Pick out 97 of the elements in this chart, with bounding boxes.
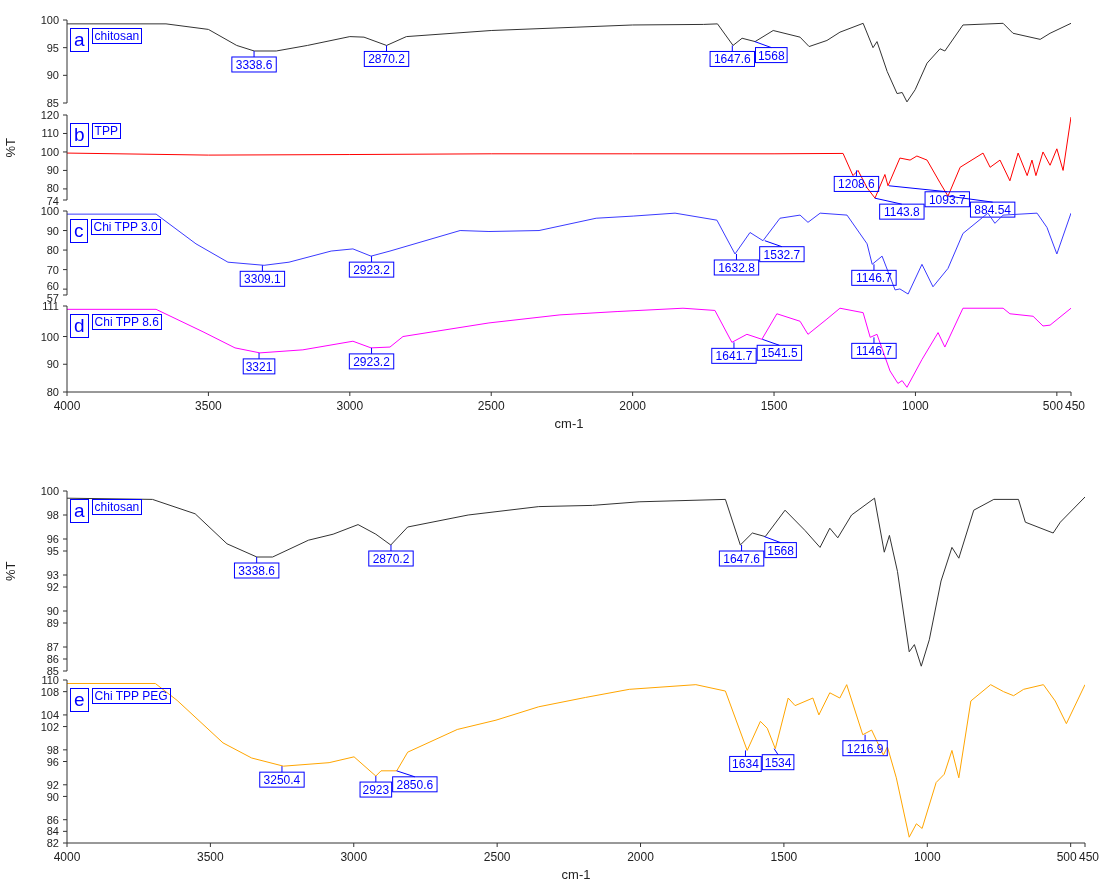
x-tick-label: 3000 <box>336 399 364 413</box>
annotation: 1647.6 <box>713 52 751 67</box>
annotation: c <box>70 219 88 243</box>
line-series <box>67 22 1071 103</box>
x-tick-label: 450 <box>1065 399 1086 413</box>
annotation: 1641.7 <box>715 349 753 364</box>
y-tick-label: 100 <box>40 205 59 217</box>
y-tick-label: 89 <box>46 617 59 630</box>
annotation: 2923.2 <box>353 354 391 369</box>
y-tick-label: 84 <box>46 825 59 838</box>
x-tick-label: 3500 <box>197 850 225 864</box>
annotation: 1541.5 <box>761 346 799 361</box>
x-tick-label: 3500 <box>195 399 223 413</box>
x-tick-label: 2500 <box>483 850 511 864</box>
y-tick-label: 110 <box>41 127 59 140</box>
series-label: Chi TPP 8.6 <box>91 314 162 330</box>
x-tick-label: 1500 <box>760 399 788 413</box>
y-tick-label: 100 <box>40 145 59 158</box>
annotation: 3338.6 <box>235 57 273 72</box>
y-tick-label: 100 <box>40 485 59 497</box>
y-axis-title: %T <box>2 561 18 581</box>
x-axis-title: cm-1 <box>554 416 584 431</box>
annotation: e <box>70 688 89 712</box>
annotation: 1146.7 <box>856 271 893 286</box>
y-tick-label: 96 <box>46 532 59 545</box>
x-tick-label: 1000 <box>913 850 941 864</box>
annotation: 884.54 <box>974 203 1012 218</box>
annotation: d <box>70 314 89 338</box>
x-tick-label: 2000 <box>619 399 647 413</box>
annotation: 2923.2 <box>353 263 391 278</box>
y-tick-label: 90 <box>46 790 59 803</box>
x-tick-label: 3000 <box>340 850 368 864</box>
x-tick-label: 1500 <box>770 850 798 864</box>
y-axis-title: %T <box>2 137 18 158</box>
annotation: 3309.1 <box>244 272 282 287</box>
series-label: TPP <box>91 123 121 139</box>
annotation: b <box>70 123 89 147</box>
y-tick-label: 86 <box>46 653 59 665</box>
series-label: chitosan <box>91 499 143 515</box>
line-series <box>67 307 1071 388</box>
annotation: 1632.8 <box>718 260 756 275</box>
y-tick-label: 90 <box>46 69 59 82</box>
x-tick-label: 4000 <box>53 850 81 864</box>
y-tick-label: 95 <box>46 545 59 558</box>
y-tick-label: 85 <box>46 97 59 109</box>
y-tick-label: 74 <box>46 194 59 207</box>
y-tick-label: 70 <box>46 263 59 276</box>
y-tick-label: 80 <box>46 182 59 195</box>
x-tick-label: 4000 <box>53 399 81 413</box>
series-label: Chi TPP PEG <box>91 688 171 704</box>
y-tick-label: 120 <box>40 109 59 121</box>
y-tick-label: 96 <box>46 755 59 768</box>
y-tick-label: 80 <box>46 386 59 398</box>
annotation: a <box>70 28 89 52</box>
x-axis-title: cm-1 <box>561 867 591 882</box>
y-tick-label: 104 <box>40 708 59 721</box>
annotation: 2870.2 <box>368 52 406 67</box>
y-tick-label: 102 <box>40 720 59 733</box>
y-tick-label: 87 <box>46 640 59 653</box>
y-tick-label: 90 <box>46 164 59 177</box>
y-tick-label: 90 <box>46 358 59 371</box>
y-tick-label: 92 <box>46 581 59 594</box>
y-tick-label: 92 <box>46 778 59 791</box>
annotation: 3250.4 <box>263 773 301 788</box>
annotation: 2870.2 <box>372 552 410 566</box>
annotation: 1208.6 <box>838 177 876 192</box>
y-tick-label: 95 <box>46 41 59 54</box>
y-tick-label: 85 <box>46 665 59 678</box>
annotation: a <box>70 499 89 523</box>
x-tick-label: 500 <box>1042 399 1064 413</box>
y-tick-label: 108 <box>40 685 59 698</box>
y-tick-label: 90 <box>46 224 59 237</box>
x-tick-label: 2000 <box>627 850 655 864</box>
y-tick-label: 60 <box>46 280 59 292</box>
annotation: 1647.6 <box>723 552 761 566</box>
y-tick-label: 93 <box>46 568 59 581</box>
y-tick-label: 90 <box>46 604 59 617</box>
y-tick-label: 100 <box>40 330 59 343</box>
annotation: 2850.6 <box>396 777 434 792</box>
y-tick-label: 100 <box>40 14 59 26</box>
line-series <box>67 682 1085 838</box>
y-tick-label: 80 <box>46 244 59 257</box>
annotation: 1146.7 <box>856 344 893 359</box>
y-tick-label: 98 <box>46 509 59 521</box>
x-tick-label: 450 <box>1079 850 1100 864</box>
annotation: 3338.6 <box>238 564 276 578</box>
series-label: Chi TPP 3.0 <box>90 219 161 235</box>
x-tick-label: 500 <box>1056 850 1077 864</box>
y-tick-label: 82 <box>46 837 59 850</box>
x-tick-label: 1000 <box>902 399 930 413</box>
annotation: 1532.7 <box>763 247 801 262</box>
annotation: 1143.8 <box>883 205 921 220</box>
y-tick-label: 86 <box>46 813 59 826</box>
series-label: chitosan <box>91 28 143 44</box>
x-tick-label: 2500 <box>477 399 505 413</box>
annotation: 1093.7 <box>928 192 966 207</box>
y-tick-label: 98 <box>46 743 59 756</box>
